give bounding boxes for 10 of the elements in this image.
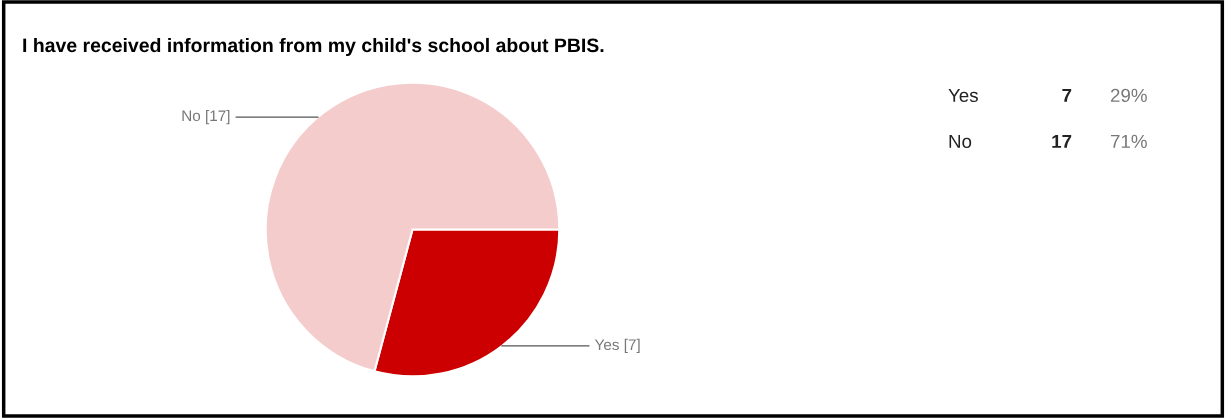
text: No [949, 134, 972, 149]
slice-label: Yes [7] [594, 338, 640, 354]
text: 7 [1062, 88, 1072, 102]
text: Yes [948, 88, 978, 103]
text: 29% [1110, 88, 1147, 103]
slice-label: No [17] [182, 109, 230, 125]
text: 71% [1110, 134, 1147, 148]
pie-slice [264, 81, 561, 373]
chart-title: I have received information from my child's school about PBIS. [23, 37, 604, 57]
text: 17 [1052, 134, 1072, 148]
